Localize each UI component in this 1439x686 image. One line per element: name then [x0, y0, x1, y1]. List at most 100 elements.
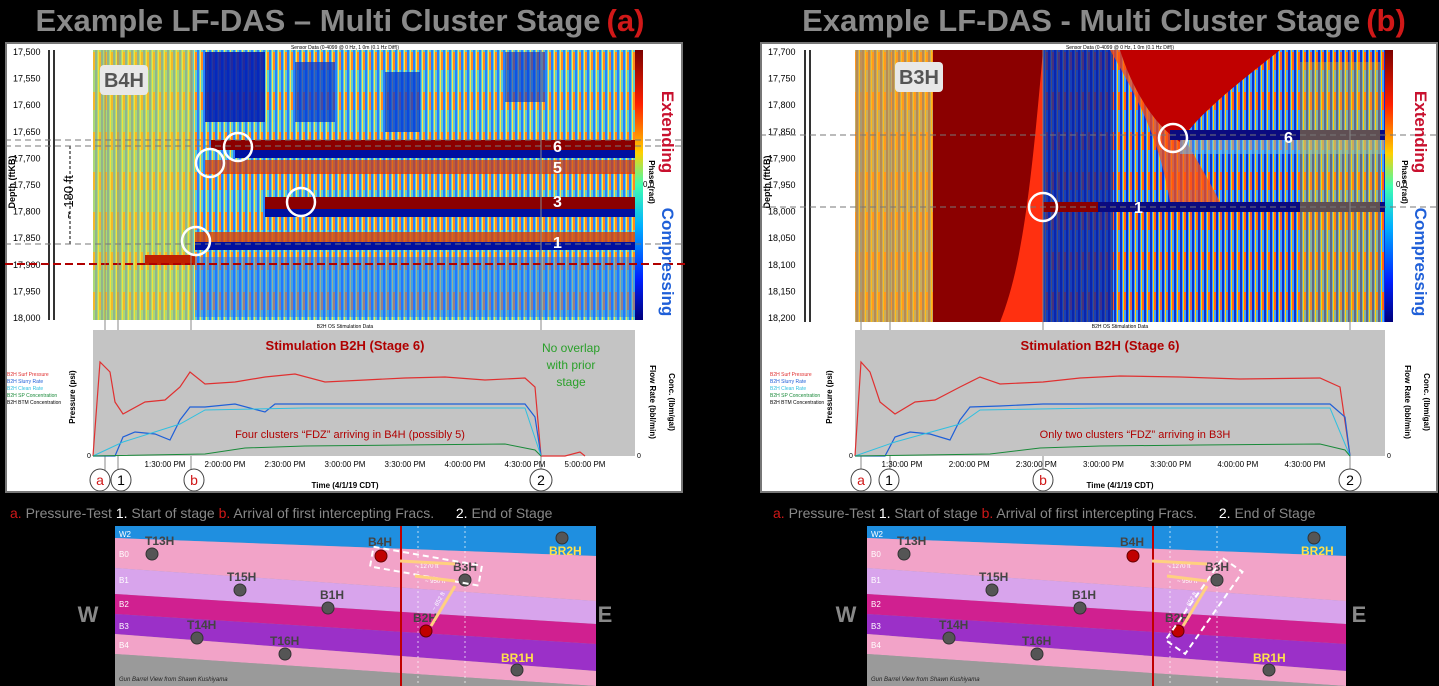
panel-a-well-t14h: T14H: [187, 618, 216, 632]
panel-a-tag: (a): [607, 3, 645, 38]
svg-text:a: a: [96, 472, 104, 488]
panel-b-depth-tick-8: 18,100: [768, 260, 796, 270]
svg-text:b: b: [1039, 472, 1047, 488]
panel-a-time-tick-3: 3:00:00 PM: [325, 460, 366, 469]
panel-a-time-tick-0: 1:30:00 PM: [145, 460, 186, 469]
svg-text:~ 950 ft: ~ 950 ft: [425, 579, 446, 585]
panel-a-well-t16h: T16H: [270, 634, 299, 648]
panel-b-depth-tick-1: 17,750: [768, 74, 796, 84]
svg-text:B2H SP Concentration: B2H SP Concentration: [7, 393, 57, 399]
panel-a-stim-caption: B2H OS Stimulation Data: [317, 324, 374, 330]
panel-b-compressing-label: Compressing: [1411, 208, 1430, 317]
panel-a-clean-line: [92, 407, 542, 457]
panel-a-cluster-6: 6: [553, 139, 562, 156]
panel-b-clean-line: [854, 407, 1351, 457]
panel-b-pressure-label: Pressure (psi): [825, 370, 834, 424]
panel-b-stim-plot: [855, 330, 1385, 456]
svg-text:B2H Slurry Rate: B2H Slurry Rate: [770, 379, 806, 385]
panel-a-stim-zero-right: 0: [637, 453, 641, 460]
panel-a-well-b2h: B2H: [413, 611, 437, 625]
panel-a-time-tick-1: 2:00:00 PM: [205, 460, 246, 469]
panel-a-depth-tick-4: 17,700: [13, 153, 41, 163]
panel-b-sensor-caption: Sensor Data (0-4099 @ 0 Hz, 1 0m (0.1 Hz…: [1066, 45, 1174, 51]
svg-text:~ 950 ft: ~ 950 ft: [1177, 579, 1198, 585]
svg-text:~ 1270 ft: ~ 1270 ft: [415, 564, 439, 570]
panel-b-title: Example LF-DAS - Multi Cluster Stage (b): [802, 3, 1406, 38]
panel-b-phase-tick: 0.0: [1396, 180, 1408, 189]
panel-b-depth-tick-9: 18,150: [768, 286, 796, 296]
panel-b-time-tick-6: 4:30:00 PM: [1285, 460, 1326, 469]
panel-b-extending-label: Extending: [1411, 91, 1430, 173]
svg-text:Example LF-DAS – Multi Cluster: Example LF-DAS – Multi Cluster Stage (a): [36, 3, 645, 38]
svg-text:B2: B2: [119, 600, 129, 609]
panel-b-arrival-circles: [1027, 122, 1189, 223]
panel-a-pressure-label: Pressure (psi): [68, 370, 77, 424]
panel-b-time-tick-4: 3:30:00 PM: [1150, 460, 1191, 469]
panel-a-west-label: W: [78, 602, 99, 627]
panel-a-arrival-circles: [180, 131, 317, 257]
panel-a-marker-b: b: [183, 468, 205, 492]
panel-b-marker-1: 1: [878, 468, 900, 492]
panel-a-sensor-caption: Sensor Data (0-4099 @ 0 Hz, 1 0m (0.1 Hz…: [291, 45, 399, 51]
panel-a-stim-title: Stimulation B2H (Stage 6): [266, 338, 425, 353]
svg-text:B4: B4: [119, 641, 129, 650]
svg-text:B0: B0: [119, 550, 129, 559]
panel-b-time-ticks: 1:30:00 PM 2:00:00 PM 2:30:00 PM 3:00:00 PM…: [882, 460, 1326, 469]
panel-a-overlap-line-3: stage: [556, 375, 586, 389]
panel-a-conc-line: [92, 443, 542, 457]
panel-b-marker-b: b: [1032, 468, 1054, 492]
panel-b-stim-zero-right: 0: [1387, 453, 1391, 460]
panel-b-west-label: W: [836, 602, 857, 627]
panel-b-depth-tick-2: 17,800: [768, 100, 796, 110]
panel-b-colorbar: [1385, 50, 1393, 322]
panel-a-depth-ticks: 17,500 17,550 17,600 17,650 17,700 17,750 17,8…: [13, 47, 41, 323]
panel-b-stim-zero: 0: [849, 453, 853, 460]
svg-text:2: 2: [537, 472, 545, 488]
svg-text:B2H Clean Rate: B2H Clean Rate: [7, 386, 43, 392]
panel-a-well-b4h: B4H: [368, 535, 392, 549]
panel-a-time-tick-7: 5:00:00 PM: [565, 460, 606, 469]
panel-a-cluster-3: 3: [553, 194, 562, 211]
panel-a-heatmap-features: [93, 50, 635, 320]
panel-a-slurry-line: [93, 403, 542, 457]
svg-text:B2H BTM Concentration: B2H BTM Concentration: [7, 400, 61, 406]
panel-a-depth-tick-2: 17,600: [13, 100, 41, 110]
panel-a-depth-tick-1: 17,550: [13, 74, 41, 84]
panel-a-rate-label: Flow Rate (bbl/min): [648, 365, 657, 439]
panel-b-well-t13h: T13H: [897, 534, 926, 548]
panel-b-time-tick-3: 3:00:00 PM: [1083, 460, 1124, 469]
svg-text:B2: B2: [871, 600, 881, 609]
panel-b-well-b1h: B1H: [1072, 588, 1096, 602]
panel-b-time-tick-5: 4:00:00 PM: [1217, 460, 1258, 469]
panel-a-gun-barrel-map: W E W2 B0 B1 B2 B3 B4 T13H T1: [78, 526, 612, 686]
panel-a-compressing-label: Compressing: [658, 208, 677, 317]
panel-b-well-br2h: BR2H: [1301, 544, 1334, 558]
svg-text:B3: B3: [871, 622, 881, 631]
panel-a-cluster-1: 1: [553, 235, 562, 252]
svg-text:W2: W2: [119, 530, 132, 539]
panel-b-cluster-1: 1: [1134, 200, 1143, 217]
panel-b-pressure-line: [854, 360, 1351, 457]
panel-a-pressure-line: [92, 360, 586, 457]
svg-text:W2: W2: [871, 530, 884, 539]
svg-text:B2H Surf Pressure: B2H Surf Pressure: [7, 372, 49, 378]
panel-a-well-t13h: T13H: [145, 534, 174, 548]
panel-b-well-label: B3H: [899, 67, 939, 89]
panel-a-well-b1h: B1H: [320, 588, 344, 602]
panel-a-depth-label: Depth (ftKB): [7, 156, 17, 209]
panel-a-well-b3h: B3H: [453, 560, 477, 574]
panel-a-distance-note: ~ 180 ft: [61, 175, 76, 219]
panel-a-stim-legend: B2H Surf Pressure B2H Slurry Rate B2H Cl…: [7, 372, 61, 406]
panel-a-time-ticks: 1:30:00 PM 2:00:00 PM 2:30:00 PM 3:00:00 PM…: [145, 460, 606, 469]
svg-text:B1: B1: [871, 576, 881, 585]
panel-a-depth-tick-9: 17,950: [13, 286, 41, 296]
panel-b-time-label: Time (4/1/19 CDT): [1087, 481, 1154, 490]
panel-a-colorbar: [635, 50, 643, 320]
panel-b-well-br1h: BR1H: [1253, 651, 1286, 665]
panel-a-time-tick-4: 3:30:00 PM: [385, 460, 426, 469]
svg-text:B3: B3: [119, 622, 129, 631]
panel-a-depth-tick-10: 18,000: [13, 313, 41, 323]
panel-b-depth-tick-3: 17,850: [768, 127, 796, 137]
panel-b-title-text: Example LF-DAS - Multi Cluster Stage: [802, 3, 1360, 38]
svg-text:B2H Clean Rate: B2H Clean Rate: [770, 386, 806, 392]
